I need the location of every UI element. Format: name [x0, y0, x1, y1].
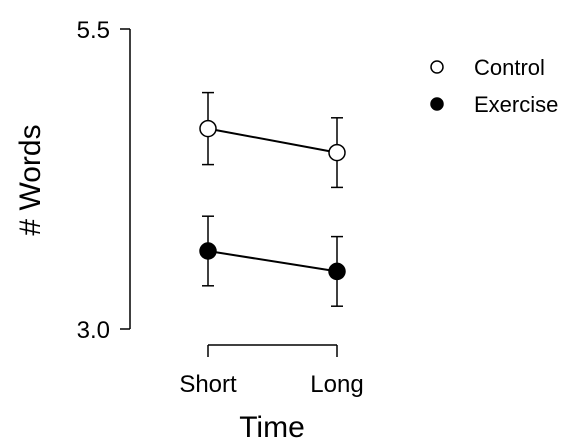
- data-layer: [199, 91, 346, 307]
- legend-label-control: Control: [474, 55, 545, 80]
- series-line-exercise: [207, 250, 338, 273]
- legend-marker-control: [430, 60, 444, 74]
- x-tick-label-short: Short: [179, 371, 237, 398]
- y-tick-label-bottom: 3.0: [77, 317, 110, 344]
- series-line-control: [207, 127, 338, 154]
- data-point-exercise-long: [328, 262, 346, 281]
- x-tick-label-long: Long: [310, 371, 363, 398]
- data-point-control-short: [199, 119, 217, 138]
- data-point-exercise-short: [199, 242, 217, 260]
- legend-marker-exercise: [430, 97, 444, 111]
- data-point-control-long: [328, 143, 346, 162]
- y-axis-label: # Words: [14, 124, 47, 235]
- legend: Control Exercise: [430, 55, 558, 117]
- legend-label-exercise: Exercise: [474, 92, 558, 117]
- x-axis-label: Time: [239, 411, 305, 444]
- y-tick-label-top: 5.5: [77, 17, 110, 44]
